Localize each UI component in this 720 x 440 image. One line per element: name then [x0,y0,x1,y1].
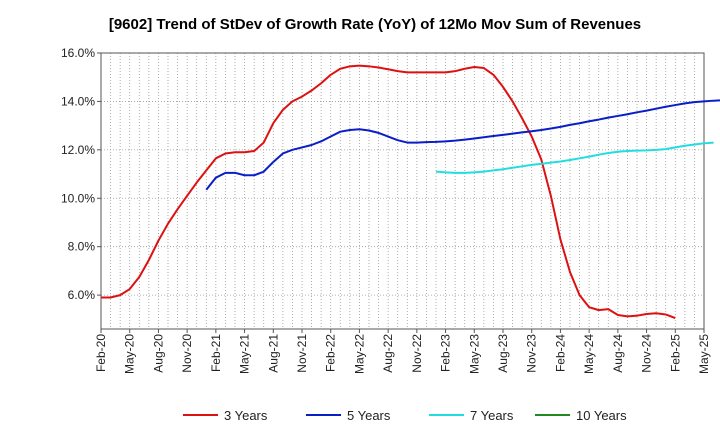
y-tick-label: 14.0% [61,94,95,108]
x-tick-label: Nov-24 [640,334,654,373]
grid [100,52,705,329]
x-tick-label: Nov-20 [180,334,194,373]
x-tick-label: May-20 [123,334,137,374]
x-tick-label: Nov-23 [525,334,539,373]
x-tick-label: Aug-21 [266,334,280,373]
legend-label: 10 Years [576,408,627,423]
y-tick-label: 12.0% [61,143,95,157]
series-lines [101,64,720,320]
y-axis: 6.0% 8.0% 10.0% 12.0% 14.0% 16.0% [61,46,101,302]
legend: 3 Years 5 Years 7 Years 10 Years [183,408,627,423]
series-line-7-years [435,141,714,174]
x-tick-label: Feb-23 [439,334,453,372]
plot-area [100,52,705,330]
legend-label: 7 Years [470,408,514,423]
x-tick-label: Aug-23 [496,334,510,373]
legend-label: 3 Years [224,408,268,423]
x-tick-label: Nov-22 [410,334,424,373]
x-tick-label: Aug-20 [151,334,165,373]
x-tick-label: Feb-25 [668,334,682,372]
series-line-3-years [101,64,676,320]
x-tick-label: Aug-24 [611,334,625,373]
x-tick-label: May-23 [467,334,481,374]
y-tick-label: 16.0% [61,46,95,60]
x-tick-label: Aug-22 [381,334,395,373]
x-tick-label: May-22 [352,334,366,374]
series-line-5-years [205,99,720,191]
x-tick-label: May-21 [238,334,252,374]
x-tick-label: Feb-20 [94,334,108,372]
x-tick-label: May-25 [697,334,711,374]
y-tick-label: 10.0% [61,191,95,205]
x-tick-label: Feb-21 [209,334,223,372]
x-tick-label: Feb-24 [553,334,567,372]
x-tick-label: Nov-21 [295,334,309,373]
x-tick-label: Feb-22 [324,334,338,372]
chart-title: [9602] Trend of StDev of Growth Rate (Yo… [109,16,641,33]
x-axis: Feb-20 May-20 Aug-20 Nov-20 Feb-21 May-21 Aug-… [94,329,711,374]
x-tick-label: May-24 [582,334,596,374]
y-tick-label: 6.0% [68,288,96,302]
y-tick-label: 8.0% [68,240,96,254]
legend-label: 5 Years [347,408,391,423]
